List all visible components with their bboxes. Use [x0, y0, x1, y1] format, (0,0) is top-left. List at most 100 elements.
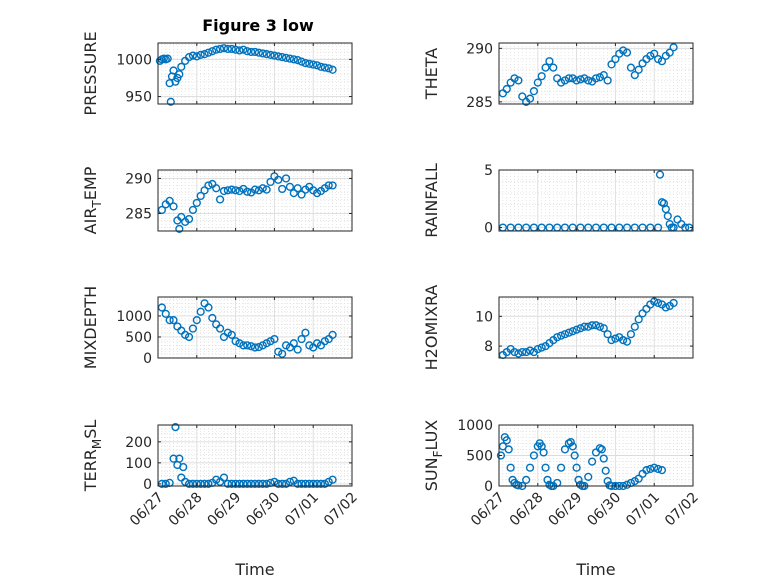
data-point — [177, 212, 186, 222]
data-point — [231, 186, 240, 195]
data-point — [514, 76, 523, 85]
x-tick-label: 06/29 — [205, 490, 245, 530]
data-point — [607, 60, 616, 69]
data-point — [171, 423, 180, 432]
y-axis-label: THETA — [422, 48, 441, 100]
data-point — [293, 479, 302, 488]
y-tick-label: 285 — [125, 206, 152, 222]
data-point — [227, 185, 236, 194]
data-point — [626, 63, 636, 72]
data-point — [243, 341, 252, 350]
data-point — [196, 307, 205, 316]
data-point — [258, 479, 267, 488]
data-point — [219, 473, 229, 482]
axes-box — [498, 169, 694, 232]
data-point — [297, 334, 306, 344]
x-tick-label: 06/28 — [166, 490, 206, 530]
data-point — [630, 71, 639, 80]
data-point — [496, 451, 506, 460]
y-axis-label: TERRMSL — [81, 420, 104, 493]
data-point — [196, 50, 205, 60]
data-point — [254, 479, 263, 488]
data-point — [223, 479, 232, 488]
data-point — [192, 479, 201, 488]
y-axis-label: PRESSURE — [81, 31, 100, 115]
data-point — [165, 316, 174, 325]
data-point — [576, 75, 585, 84]
data-point — [591, 321, 601, 330]
data-point — [529, 87, 539, 96]
axes-box — [157, 169, 353, 232]
data-point — [324, 181, 333, 190]
data-point — [250, 479, 260, 488]
data-point — [650, 463, 659, 472]
data-point — [599, 324, 608, 333]
data-point — [504, 445, 513, 454]
data-point — [262, 479, 271, 488]
data-point — [169, 316, 178, 325]
data-point — [192, 316, 201, 325]
figure-title: Figure 3 low — [202, 16, 314, 35]
y-axis-label: H2OMIXRA — [422, 285, 441, 371]
data-point — [595, 322, 604, 331]
data-point — [525, 94, 535, 103]
data-point — [665, 48, 674, 57]
data-point — [223, 186, 232, 195]
data-point — [231, 479, 240, 488]
data-point — [278, 479, 287, 488]
data-point — [204, 479, 213, 488]
axes-box — [157, 424, 353, 487]
data-point — [175, 454, 184, 463]
data-point — [239, 479, 248, 488]
data-point — [285, 477, 295, 486]
data-point — [622, 480, 632, 489]
y-tick-label: 5 — [484, 163, 493, 179]
data-point — [556, 331, 566, 340]
data-point — [588, 457, 597, 466]
x-axis-label: Time — [234, 560, 274, 579]
subplot-theta: 285 290 THETA — [422, 41, 694, 111]
data-point — [247, 47, 256, 57]
y-tick-label: 8 — [484, 339, 493, 355]
data-point — [258, 184, 267, 193]
data-point — [622, 48, 632, 57]
data-point — [324, 64, 333, 73]
data-point — [309, 479, 318, 488]
data-point — [328, 65, 337, 74]
data-point — [297, 479, 306, 488]
data-point — [239, 341, 248, 350]
data-point — [231, 45, 240, 54]
y-axis-label: RAINFALL — [422, 163, 441, 238]
data-point — [289, 339, 298, 348]
data-point — [514, 481, 523, 490]
data-point — [200, 479, 209, 488]
data-point — [541, 463, 550, 472]
data-point — [177, 62, 186, 71]
data-point — [161, 309, 170, 318]
data-point — [254, 48, 263, 57]
x-tick-label: 06/28 — [507, 490, 547, 530]
subplot-mixdepth: 0 500 1000 MIXDEPTH — [81, 286, 353, 369]
data-point — [316, 62, 326, 71]
data-point — [510, 347, 519, 357]
data-point — [274, 175, 283, 184]
y-tick-label: 1000 — [116, 309, 152, 325]
subplot-rainfall: 0 5 RAINFALL — [422, 163, 694, 238]
data-point — [522, 347, 531, 357]
data-point — [293, 184, 302, 193]
data-point — [564, 328, 573, 337]
data-point — [560, 445, 570, 454]
data-point — [328, 330, 337, 339]
data-point — [611, 334, 620, 343]
data-point — [502, 84, 511, 94]
data-point — [634, 65, 643, 74]
data-point — [584, 472, 593, 481]
data-point — [572, 76, 581, 85]
data-point — [188, 205, 198, 215]
data-point — [549, 63, 558, 72]
y-tick-label: 290 — [466, 41, 493, 57]
x-tick-label: 06/27 — [127, 490, 167, 530]
x-tick-label: 07/01 — [623, 490, 663, 530]
data-point — [278, 53, 287, 62]
data-point — [514, 349, 523, 358]
